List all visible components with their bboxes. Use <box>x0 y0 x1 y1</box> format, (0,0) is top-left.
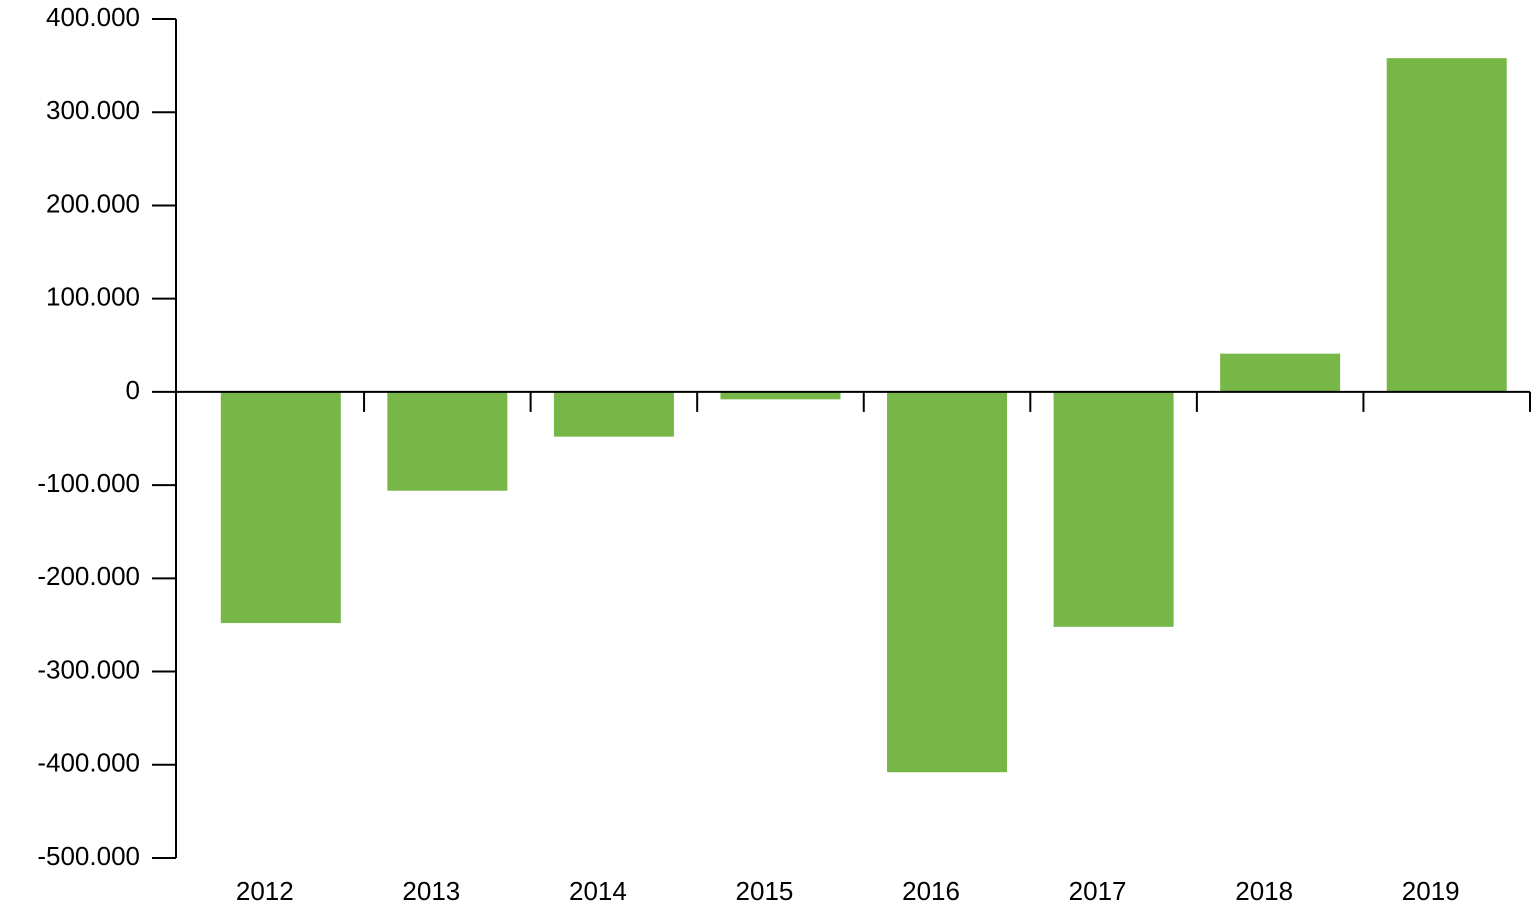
y-tick-label: -200.000 <box>37 561 140 591</box>
y-tick-label: -500.000 <box>37 841 140 871</box>
y-tick-label: -400.000 <box>37 748 140 778</box>
y-tick-label: 200.000 <box>46 188 140 218</box>
bar <box>220 391 341 624</box>
bar <box>720 391 841 400</box>
bar <box>553 391 674 437</box>
y-tick-label: 0 <box>126 375 140 405</box>
x-tick-label: 2019 <box>1402 876 1460 906</box>
y-tick-label: -100.000 <box>37 468 140 498</box>
x-tick-label: 2014 <box>569 876 627 906</box>
y-tick-label: 300.000 <box>46 95 140 125</box>
x-tick-label: 2015 <box>736 876 794 906</box>
x-tick-label: 2017 <box>1069 876 1127 906</box>
bar <box>1053 391 1174 627</box>
x-tick-label: 2012 <box>236 876 294 906</box>
bar <box>387 391 508 491</box>
x-tick-label: 2018 <box>1235 876 1293 906</box>
bar <box>1386 58 1507 392</box>
x-tick-label: 2016 <box>902 876 960 906</box>
bar <box>1220 353 1341 392</box>
y-tick-label: -300.000 <box>37 654 140 684</box>
x-tick-label: 2013 <box>402 876 460 906</box>
bar <box>887 391 1008 773</box>
y-tick-label: 400.000 <box>46 2 140 32</box>
y-tick-label: 100.000 <box>46 282 140 312</box>
